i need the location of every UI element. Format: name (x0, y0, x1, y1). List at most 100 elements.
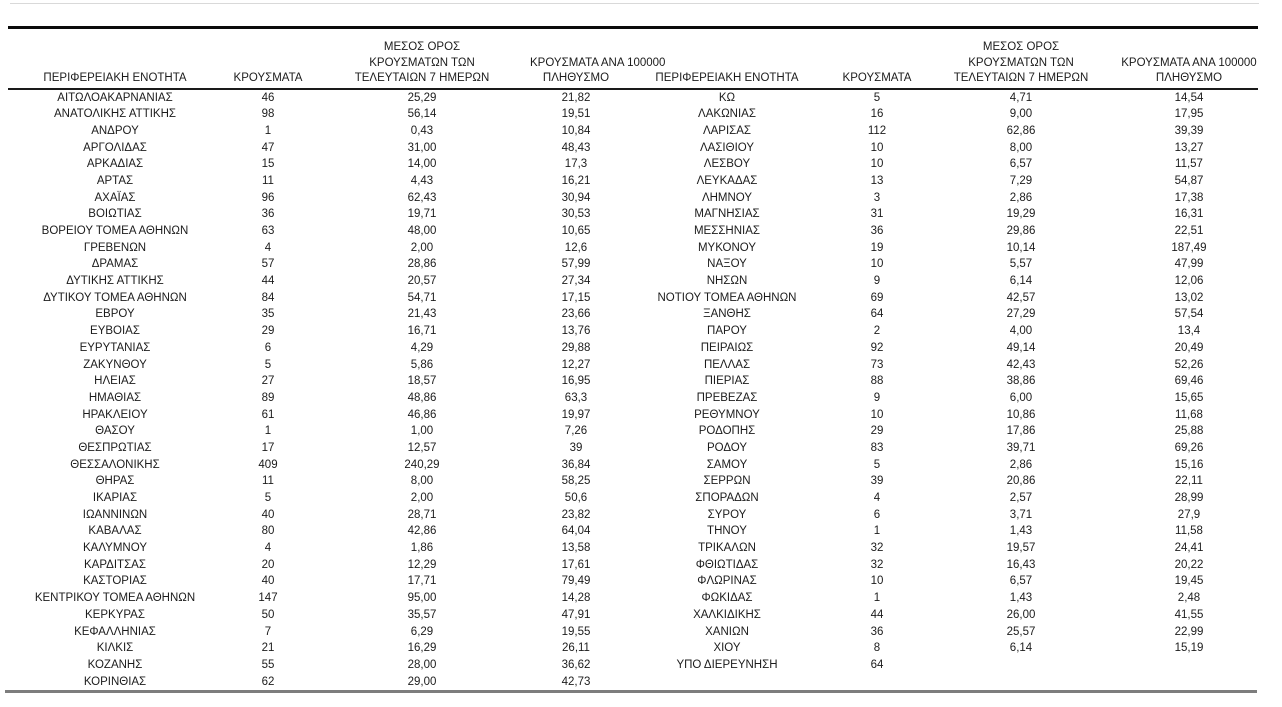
cases-table-left: ΠΕΡΙΦΕΡΕΙΑΚΗ ΕΝΟΤΗΤΑ ΚΡΟΥΣΜΑΤΑ ΜΕΣΟΣ ΟΡΟ… (8, 30, 666, 691)
table-row: ΔΥΤΙΚΗΣ ΑΤΤΙΚΗΣ 44 20,57 27,34 (8, 273, 622, 290)
cases-cell: 13 (870, 174, 884, 187)
cases-cell: 32 (870, 542, 884, 555)
per100k-cell: 13,76 (561, 325, 591, 338)
table-row: ΧΙΟΥ 8 6,14 15,19 (622, 640, 1258, 657)
region-cell: ΡΟΔΟΥ (706, 441, 748, 454)
per100k-cell: 14,54 (1174, 91, 1204, 104)
table-row: ΙΚΑΡΙΑΣ 5 2,00 50,6 (8, 490, 622, 507)
table-row: ΗΛΕΙΑΣ 27 18,57 16,95 (8, 373, 622, 390)
avg7-cell: 6,14 (1009, 275, 1033, 288)
table-row: ΚΙΛΚΙΣ 21 16,29 26,11 (8, 640, 622, 657)
table-row: ΙΩΑΝΝΙΝΩΝ 40 28,71 23,82 (8, 507, 622, 524)
cases-cell: 46 (261, 91, 275, 104)
region-cell: ΜΕΣΣΗΝΙΑΣ (693, 225, 761, 237)
avg7-cell: 25,57 (1006, 625, 1036, 638)
region-cell: ΛΑΚΩΝΙΑΣ (698, 108, 756, 121)
per100k-cell: 17,3 (564, 158, 588, 171)
cases-cell: 62 (261, 675, 275, 688)
cases-cell: 96 (261, 191, 275, 204)
per100k-cell: 57,99 (561, 258, 591, 271)
per100k-cell: 52,26 (1174, 358, 1204, 371)
avg7-cell: 3,71 (1009, 508, 1033, 521)
region-cell: ΙΩΑΝΝΙΝΩΝ (82, 508, 148, 521)
table-row: ΗΡΑΚΛΕΙΟΥ 61 46,86 19,97 (8, 407, 622, 424)
table-row: ΘΑΣΟΥ 1 1,00 7,26 (8, 423, 622, 440)
bottom-border (5, 690, 1257, 693)
per100k-cell: 16,21 (561, 174, 591, 187)
top-thin-divider (10, 3, 1259, 4)
per100k-cell: 23,82 (561, 508, 591, 521)
avg7-cell (922, 657, 1120, 674)
region-cell: ΜΑΓΝΗΣΙΑΣ (694, 208, 760, 221)
region-cell: ΔΡΑΜΑΣ (91, 258, 139, 271)
avg7-cell: 16,71 (407, 325, 437, 338)
table-row: ΛΕΥΚΑΔΑΣ 13 7,29 54,87 (622, 173, 1258, 190)
cases-cell: 4 (264, 542, 272, 555)
table-body: ΑΙΤΩΛΟΑΚΑΡΝΑΝΙΑΣ 46 25,29 21,82 ΑΝΑΤΟΛΙΚΗΣ Α… (8, 90, 622, 691)
per100k-cell: 58,25 (561, 475, 591, 488)
avg7-cell: 29,00 (407, 675, 437, 688)
cases-cell: 92 (870, 341, 884, 354)
region-cell: ΣΥΡΟΥ (707, 508, 747, 521)
avg7-cell: 0,43 (410, 124, 434, 137)
region-cell: ΤΡΙΚΑΛΩΝ (698, 542, 756, 555)
per100k-cell: 27,9 (1177, 508, 1201, 521)
cases-cell: 147 (258, 592, 278, 605)
per100k-cell: 26,11 (562, 642, 590, 655)
region-cell: ΝΟΤΙΟΥ ΤΟΜΕΑ ΑΘΗΝΩΝ (657, 291, 797, 304)
region-cell: ΑΡΤΑΣ (96, 174, 134, 187)
cases-cell: 40 (261, 575, 275, 588)
cases-table-right: ΠΕΡΙΦΕΡΕΙΑΚΗ ΕΝΟΤΗΤΑ ΚΡΟΥΣΜΑΤΑ ΜΕΣΟΣ ΟΡΟ… (622, 30, 1258, 674)
table-row: ΠΕΛΛΑΣ 73 42,43 52,26 (622, 357, 1258, 374)
avg7-cell: 1,00 (410, 425, 434, 438)
per100k-cell: 20,49 (1174, 341, 1204, 354)
avg7-cell: 10,14 (1006, 241, 1036, 254)
per100k-cell: 22,99 (1174, 625, 1204, 638)
per100k-cell: 16,95 (561, 375, 591, 388)
avg7-cell: 42,43 (1006, 358, 1036, 371)
cases-cell: 69 (870, 291, 884, 304)
cases-cell: 57 (261, 258, 275, 271)
cases-cell: 5 (873, 91, 881, 104)
cases-cell: 27 (261, 375, 275, 388)
table-row: ΘΕΣΠΡΩΤΙΑΣ 17 12,57 39 (8, 440, 622, 457)
per100k-cell: 7,26 (564, 425, 588, 438)
header-line: ΚΡΟΥΣΜΑΤΑ ΑΝΑ 100000 (530, 56, 666, 69)
per100k-cell: 13,02 (1174, 291, 1204, 304)
table-row: ΛΑΣΙΘΙΟΥ 10 8,00 13,27 (622, 140, 1258, 157)
avg7-cell: 25,29 (407, 91, 437, 104)
per100k-cell: 10,65 (561, 225, 591, 237)
per100k-cell: 24,41 (1174, 542, 1204, 555)
top-thick-border (8, 26, 1258, 29)
table-row: ΔΥΤΙΚΟΥ ΤΟΜΕΑ ΑΘΗΝΩΝ 84 54,71 17,15 (8, 290, 622, 307)
avg7-cell: 8,00 (1009, 141, 1033, 154)
table-row: ΡΟΔΟΥ 83 39,71 69,26 (622, 440, 1258, 457)
col-header-region: ΠΕΡΙΦΕΡΕΙΑΚΗ ΕΝΟΤΗΤΑ (655, 72, 799, 84)
cases-cell: 2 (873, 325, 881, 338)
avg7-cell: 16,29 (407, 642, 437, 655)
region-cell: ΕΒΡΟΥ (95, 308, 135, 321)
avg7-cell: 20,57 (407, 275, 437, 288)
table-row: ΤΡΙΚΑΛΩΝ 32 19,57 24,41 (622, 540, 1258, 557)
cases-cell: 11 (262, 475, 274, 488)
table-row: ΧΑΝΙΩΝ 36 25,57 22,99 (622, 624, 1258, 641)
avg7-cell: 12,29 (407, 558, 437, 571)
region-cell: ΝΑΞΟΥ (707, 258, 747, 271)
avg7-cell: 54,71 (407, 291, 437, 304)
per100k-cell: 28,99 (1174, 492, 1204, 504)
avg7-cell: 2,57 (1009, 492, 1033, 504)
region-cell: ΘΑΣΟΥ (95, 425, 135, 438)
region-cell: ΕΥΒΟΙΑΣ (90, 325, 140, 338)
region-cell: ΚΕΝΤΡΙΚΟΥ ΤΟΜΕΑ ΑΘΗΝΩΝ (34, 592, 196, 605)
avg7-cell: 4,29 (410, 341, 434, 354)
per100k-cell: 41,55 (1174, 608, 1204, 621)
region-cell: ΚΩ (718, 91, 736, 104)
avg7-cell: 6,57 (1009, 158, 1033, 171)
avg7-cell: 18,57 (407, 375, 437, 388)
table-row: ΖΑΚΥΝΘΟΥ 5 5,86 12,27 (8, 357, 622, 374)
avg7-cell: 4,00 (1009, 325, 1033, 338)
region-cell: ΧΑΛΚΙΔΙΚΗΣ (693, 608, 761, 621)
table-row: ΚΟΡΙΝΘΙΑΣ 62 29,00 42,73 (8, 674, 622, 691)
table-row: ΒΟΡΕΙΟΥ ΤΟΜΕΑ ΑΘΗΝΩΝ 63 48,00 10,65 (8, 223, 622, 240)
